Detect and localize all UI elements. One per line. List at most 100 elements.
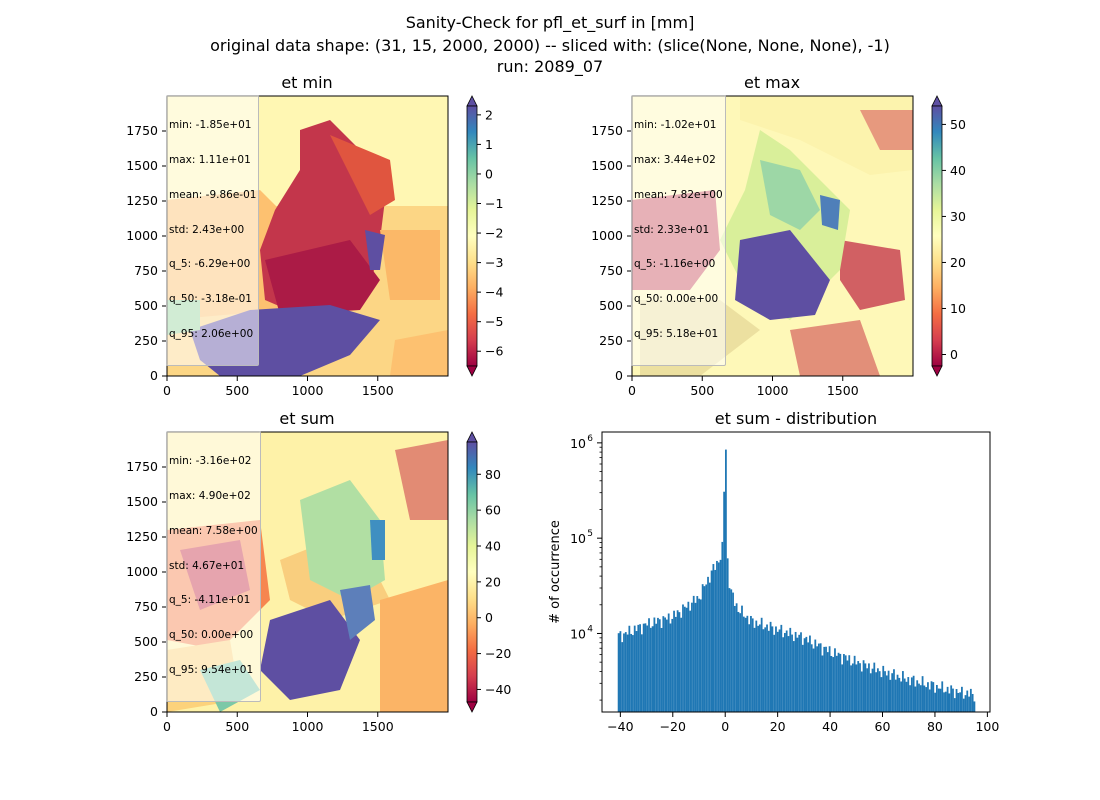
histogram-bar — [826, 652, 829, 712]
histogram-bar — [875, 672, 877, 712]
colorbar-tick-label: −6 — [485, 344, 503, 359]
histogram-bar — [800, 632, 802, 712]
histogram-bar — [962, 698, 965, 712]
histogram-bar — [841, 664, 844, 712]
histogram-bar — [944, 691, 947, 712]
y-axis: 0 250 500 750 1000 1250 1500 1750 — [126, 459, 167, 719]
figure-title: Sanity-Check for pfl_et_surf in [mm] — [405, 13, 695, 32]
histogram-bar — [640, 634, 643, 712]
histogram-bar — [862, 660, 865, 712]
histogram-bar — [623, 633, 625, 712]
histogram-bar — [837, 652, 840, 712]
histogram-bar — [639, 624, 641, 712]
histogram-bar — [844, 655, 847, 712]
histogram-bar — [821, 655, 824, 712]
y-tick-label: 250 — [599, 333, 623, 348]
histogram-bar — [941, 681, 944, 712]
histogram-bar — [927, 682, 929, 712]
histogram-bar — [778, 629, 781, 712]
colorbar-tick-label: −4 — [485, 285, 503, 300]
colorbar-tick-label: 0 — [485, 166, 493, 181]
histogram-bar — [721, 541, 724, 712]
y-tick-label: 1500 — [126, 494, 158, 509]
histogram-bar — [628, 625, 631, 712]
histogram-bar — [660, 627, 663, 712]
histogram-bar — [782, 637, 785, 712]
histogram-bar — [882, 665, 885, 712]
stat-line: q_50: -3.18e-01 — [169, 293, 252, 306]
stat-line: q_95: 2.06e+00 — [169, 327, 254, 340]
histogram-bar — [683, 606, 686, 712]
histogram-bar — [741, 605, 743, 712]
figure-run-label: run: 2089_07 — [496, 57, 604, 76]
x-tick-label: 500 — [225, 383, 249, 398]
histogram-bar — [805, 636, 808, 712]
colorbar-tick-label: 0 — [485, 610, 493, 625]
histogram-bar — [710, 570, 713, 712]
histogram-bar — [909, 685, 911, 712]
histogram-bar — [717, 562, 720, 712]
histogram-bar — [857, 661, 860, 712]
histogram-bar — [900, 681, 903, 712]
colorbar-tick-label: 1 — [485, 137, 493, 152]
histogram-bar — [682, 604, 684, 712]
histogram-bar — [712, 564, 715, 712]
histogram-bar — [784, 632, 786, 712]
histogram-bar — [789, 627, 792, 712]
histogram-bar — [916, 680, 919, 712]
histogram-bar — [728, 588, 731, 712]
x-tick-label: 500 — [690, 383, 714, 398]
histogram-bar — [825, 646, 827, 712]
histogram-bar — [809, 635, 811, 712]
histogram-bar — [903, 678, 906, 712]
histogram-bar — [928, 689, 931, 712]
colorbar-tick-label: 40 — [485, 539, 501, 554]
histogram-bar — [662, 616, 665, 712]
stats-box-et-max: min: -1.02e+01 max: 3.44e+02 mean: 7.82e… — [631, 95, 726, 366]
y-tick-label: 1000 — [591, 228, 623, 243]
y-tick-label: 500 — [134, 298, 158, 313]
histogram-bar — [649, 627, 652, 712]
histogram-bars — [617, 449, 976, 712]
histogram-bar — [961, 686, 963, 712]
histogram-bar — [635, 631, 638, 712]
y-tick-label: 1500 — [591, 158, 623, 173]
histogram-bar — [775, 626, 777, 712]
stat-line: min: -1.85e+01 — [169, 119, 252, 132]
histogram-bar — [801, 644, 804, 712]
histogram-bar — [726, 558, 729, 712]
histogram-bar — [971, 693, 974, 712]
y-tick-label: 250 — [134, 333, 158, 348]
histogram-bar — [701, 584, 704, 712]
histogram-bar — [705, 584, 708, 712]
histogram-bar — [630, 633, 633, 712]
stat-line: max: 4.90e+02 — [169, 489, 251, 502]
histogram-bar — [834, 648, 836, 712]
x-tick-label: 100 — [975, 719, 999, 734]
histogram-bar — [767, 630, 770, 712]
histogram-bar — [871, 668, 874, 712]
histogram-bar — [885, 675, 888, 712]
colorbar: 50 40 30 20 10 0 — [931, 95, 966, 377]
histogram-bar — [723, 491, 726, 712]
histogram-bar — [669, 623, 672, 712]
histogram-bar — [651, 626, 654, 712]
histogram-bar — [864, 663, 867, 712]
histogram-bar — [685, 607, 688, 712]
map-title: et sum — [279, 409, 334, 428]
y-tick-label: 1750 — [126, 459, 158, 474]
histogram-bar — [632, 635, 634, 712]
histogram-bar — [807, 642, 810, 712]
histogram-bar — [666, 619, 668, 712]
colorbar-tick-label: −5 — [485, 314, 503, 329]
colorbar-tick-label: 0 — [950, 347, 958, 362]
histogram-bar — [626, 634, 629, 712]
y-axis-label: # of occurrence — [548, 520, 563, 624]
histogram-bar — [868, 663, 870, 712]
histogram-bar — [689, 610, 692, 712]
x-axis: 0 500 1000 1500 — [628, 376, 859, 398]
y-tick-label: 500 — [134, 634, 158, 649]
colorbar-tick-label: 20 — [485, 574, 501, 589]
x-axis: 0 500 1000 1500 — [163, 376, 394, 398]
